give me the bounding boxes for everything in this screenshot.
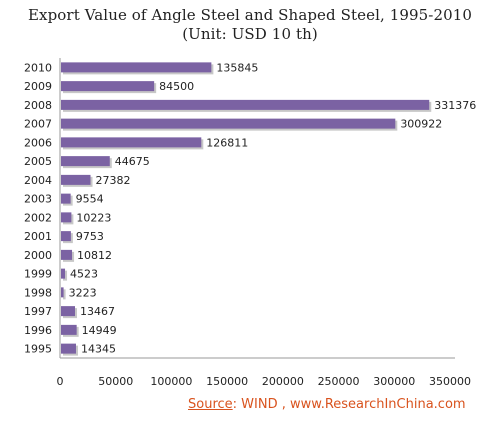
- bar-1996: [61, 324, 77, 335]
- y-tick-label: 2001: [24, 230, 52, 243]
- bar-2010: [61, 62, 212, 73]
- y-tick-label: 2010: [24, 61, 52, 74]
- x-tick-label: 50000: [98, 375, 133, 388]
- x-tick-label: 100000: [150, 375, 192, 388]
- data-label: 300922: [400, 118, 442, 131]
- y-tick-label: 1998: [24, 286, 52, 299]
- y-tick-label: 2005: [24, 155, 52, 168]
- data-label: 331376: [434, 99, 476, 112]
- bar-2000: [61, 249, 73, 260]
- source-note: Source: WIND , www.ResearchInChina.com: [188, 397, 466, 412]
- bar-2001: [61, 231, 71, 242]
- x-tick-label: 0: [57, 375, 64, 388]
- bar-2007: [61, 118, 396, 129]
- bar-2004: [61, 174, 91, 185]
- x-tick-label: 150000: [206, 375, 248, 388]
- data-label: 9554: [76, 193, 104, 206]
- bar-2009: [61, 81, 155, 92]
- data-label: 9753: [76, 230, 104, 243]
- x-tick-label: 200000: [262, 375, 304, 388]
- source-text: : WIND , www.ResearchInChina.com: [232, 397, 466, 412]
- data-label: 27382: [96, 174, 131, 187]
- data-label: 84500: [159, 80, 194, 93]
- x-tick-label: 350000: [429, 375, 471, 388]
- bar-2003: [61, 193, 71, 204]
- chart-subtitle: (Unit: USD 10 th): [182, 25, 318, 43]
- data-label: 4523: [70, 268, 98, 281]
- y-tick-label: 2003: [24, 193, 52, 206]
- data-label: 14345: [81, 343, 116, 356]
- y-axis-labels: 2010 2009 2008 2007 2006 2005 2004 2003 2002 2001…: [24, 61, 52, 355]
- y-tick-label: 1996: [24, 324, 52, 337]
- bar-2006: [61, 137, 202, 148]
- bar-2002: [61, 212, 72, 223]
- y-tick-label: 1997: [24, 305, 52, 318]
- bar-1998: [61, 287, 64, 298]
- y-tick-label: 2009: [24, 80, 52, 93]
- data-label: 10223: [76, 211, 111, 224]
- y-tick-label: 2004: [24, 174, 52, 187]
- y-tick-label: 2006: [24, 136, 52, 149]
- data-label: 126811: [206, 136, 248, 149]
- data-label: 14949: [82, 324, 117, 337]
- data-label: 3223: [69, 286, 97, 299]
- bar-2008: [61, 99, 430, 110]
- data-labels: 135845 84500 331376 300922 126811 44675 27382 9…: [69, 61, 477, 355]
- data-label: 10812: [77, 249, 112, 262]
- y-tick-label: 2007: [24, 118, 52, 131]
- bar-1999: [61, 268, 66, 279]
- chart-title: Export Value of Angle Steel and Shaped S…: [27, 6, 473, 24]
- x-tick-label: 250000: [318, 375, 360, 388]
- source-label: Source: [188, 397, 233, 412]
- bars-layer: [61, 62, 432, 356]
- x-axis-labels: 0 50000 100000 150000 200000 250000 300000 3500…: [57, 375, 472, 388]
- y-tick-label: 2000: [24, 249, 52, 262]
- bar-1997: [61, 306, 76, 317]
- y-tick-label: 1995: [24, 343, 52, 356]
- data-label: 13467: [80, 305, 115, 318]
- y-tick-label: 2002: [24, 211, 52, 224]
- y-tick-label: 1999: [24, 268, 52, 281]
- y-tick-label: 2008: [24, 99, 52, 112]
- bar-1995: [61, 343, 76, 354]
- bar-shadow: [63, 289, 66, 300]
- data-label: 135845: [216, 61, 258, 74]
- data-label: 44675: [115, 155, 150, 168]
- x-tick-label: 300000: [373, 375, 415, 388]
- bar-2005: [61, 156, 110, 167]
